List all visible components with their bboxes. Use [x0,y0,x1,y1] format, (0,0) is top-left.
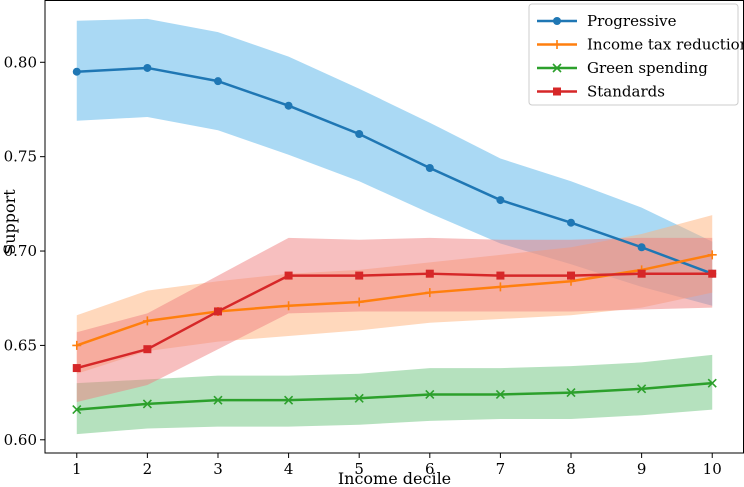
marker-series-1-point-4 [354,297,364,307]
marker-series-1-point-6 [495,282,505,292]
y-tick-label-4: 0.80 [4,53,37,71]
marker-series-0-point-5 [425,163,434,172]
marker-series-2-point-9 [707,378,717,388]
marker-series-1-point-3 [284,301,294,311]
x-tick-label-5: 6 [425,460,435,478]
marker-series-2-point-6 [495,389,505,400]
marker-series-2-point-1 [142,399,152,409]
band-series-3 [76,237,713,403]
series-lines [76,66,713,411]
legend-marker-1 [552,40,562,49]
x-tick-label-0: 1 [72,460,82,478]
x-tick-label-9: 10 [703,460,722,478]
marker-series-0-point-8 [637,243,646,252]
marker-series-2-point-3 [284,395,294,405]
marker-series-2-point-4 [354,393,364,403]
line-series-3 [76,272,713,370]
legend-label-1: Income tax reduction [587,36,744,54]
marker-series-3-point-7 [567,271,576,280]
y-tick-label-3: 0.75 [4,148,37,166]
legend-marker-0 [553,17,561,25]
legend-marker-2 [552,63,562,73]
marker-series-1-point-9 [707,250,717,260]
y-tick-label-0: 0.60 [4,431,37,449]
x-tick-label-8: 9 [637,460,647,478]
series-markers [72,63,717,415]
marker-series-2-point-2 [213,395,223,405]
marker-series-2-point-8 [637,384,647,394]
marker-series-0-point-4 [355,130,364,139]
marker-series-0-point-1 [143,63,152,72]
marker-series-0-point-7 [567,218,576,227]
x-tick-label-6: 7 [496,460,506,478]
line-series-2 [76,381,713,411]
marker-series-1-point-1 [142,316,152,326]
marker-series-3-point-5 [425,269,434,278]
marker-series-3-point-1 [143,345,152,354]
x-tick-label-2: 3 [213,460,223,478]
marker-series-2-point-0 [72,405,82,415]
y-tick-label-1: 0.65 [4,336,37,354]
x-axis-label: Income decile [338,469,451,487]
marker-series-3-point-8 [637,269,646,278]
confidence-bands [76,18,713,435]
marker-series-3-point-6 [496,271,505,280]
marker-series-0-point-0 [72,67,81,76]
marker-series-3-point-2 [213,307,222,316]
marker-series-1-point-0 [72,340,82,350]
x-tick-label-4: 5 [354,460,364,478]
legend-marker-3 [553,87,561,96]
band-series-2 [76,354,713,435]
marker-series-3-point-0 [72,364,81,373]
marker-series-2-point-5 [425,389,435,400]
marker-series-0-point-2 [213,77,222,86]
legend: Progressive Income tax reduction Green spe… [528,3,744,106]
band-series-0 [76,18,713,306]
marker-series-1-point-5 [425,288,435,298]
marker-series-2-point-7 [566,388,576,398]
x-tick-label-7: 8 [566,460,576,478]
y-tick-label-2: 0.70 [4,242,37,260]
legend-label-2: Green spending [587,59,708,77]
legend-label-0: Progressive [587,12,677,30]
marker-series-3-point-9 [708,269,717,278]
marker-series-3-point-3 [284,271,293,280]
x-tick-label-1: 2 [143,460,153,478]
y-axis-label: Support [0,189,19,255]
legend-box [528,3,739,106]
legend-label-3: Standards [587,83,665,101]
line-series-0 [76,66,713,275]
x-tick-label-3: 4 [284,460,294,478]
axes: 1 2 3 4 5 6 7 8 9 10 0.60 0.65 0.70 0.75 0.80 [4,0,744,478]
marker-series-3-point-4 [355,271,364,280]
marker-series-0-point-3 [284,101,293,110]
marker-series-0-point-6 [496,196,505,205]
